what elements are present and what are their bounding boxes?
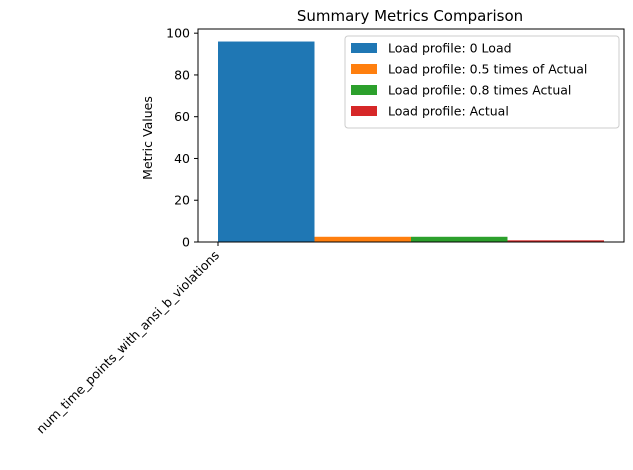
y-tick-label: 20 xyxy=(174,193,190,208)
legend-swatch xyxy=(351,106,377,116)
y-tick-label: 100 xyxy=(166,26,190,41)
bar-1 xyxy=(218,41,315,242)
chart-title: Summary Metrics Comparison xyxy=(297,7,523,25)
legend-label: Load profile: Actual xyxy=(388,104,509,119)
legend-swatch xyxy=(351,64,377,74)
plot-frame xyxy=(197,28,625,243)
bar-4 xyxy=(507,240,604,242)
legend-swatch xyxy=(351,43,377,53)
legend-box xyxy=(344,35,620,129)
y-tick-label: 80 xyxy=(174,67,190,82)
x-tick-label: num_time_points_with_ansi_b_violations xyxy=(33,248,222,437)
legend-label: Load profile: 0.5 times of Actual xyxy=(388,62,587,77)
bars-group xyxy=(218,41,604,242)
bar-3 xyxy=(411,236,508,242)
y-axis-label: Metric Values xyxy=(140,96,155,180)
legend-label: Load profile: 0.8 times Actual xyxy=(388,83,571,98)
y-tick-label: 0 xyxy=(182,235,190,250)
y-tick-label: 60 xyxy=(174,109,190,124)
legend: Load profile: 0 Load Load profile: 0.5 ti… xyxy=(344,35,620,129)
bar-2 xyxy=(314,236,411,242)
y-tick-label: 40 xyxy=(174,151,190,166)
legend-label: Load profile: 0 Load xyxy=(388,41,512,56)
legend-swatch xyxy=(351,85,377,95)
